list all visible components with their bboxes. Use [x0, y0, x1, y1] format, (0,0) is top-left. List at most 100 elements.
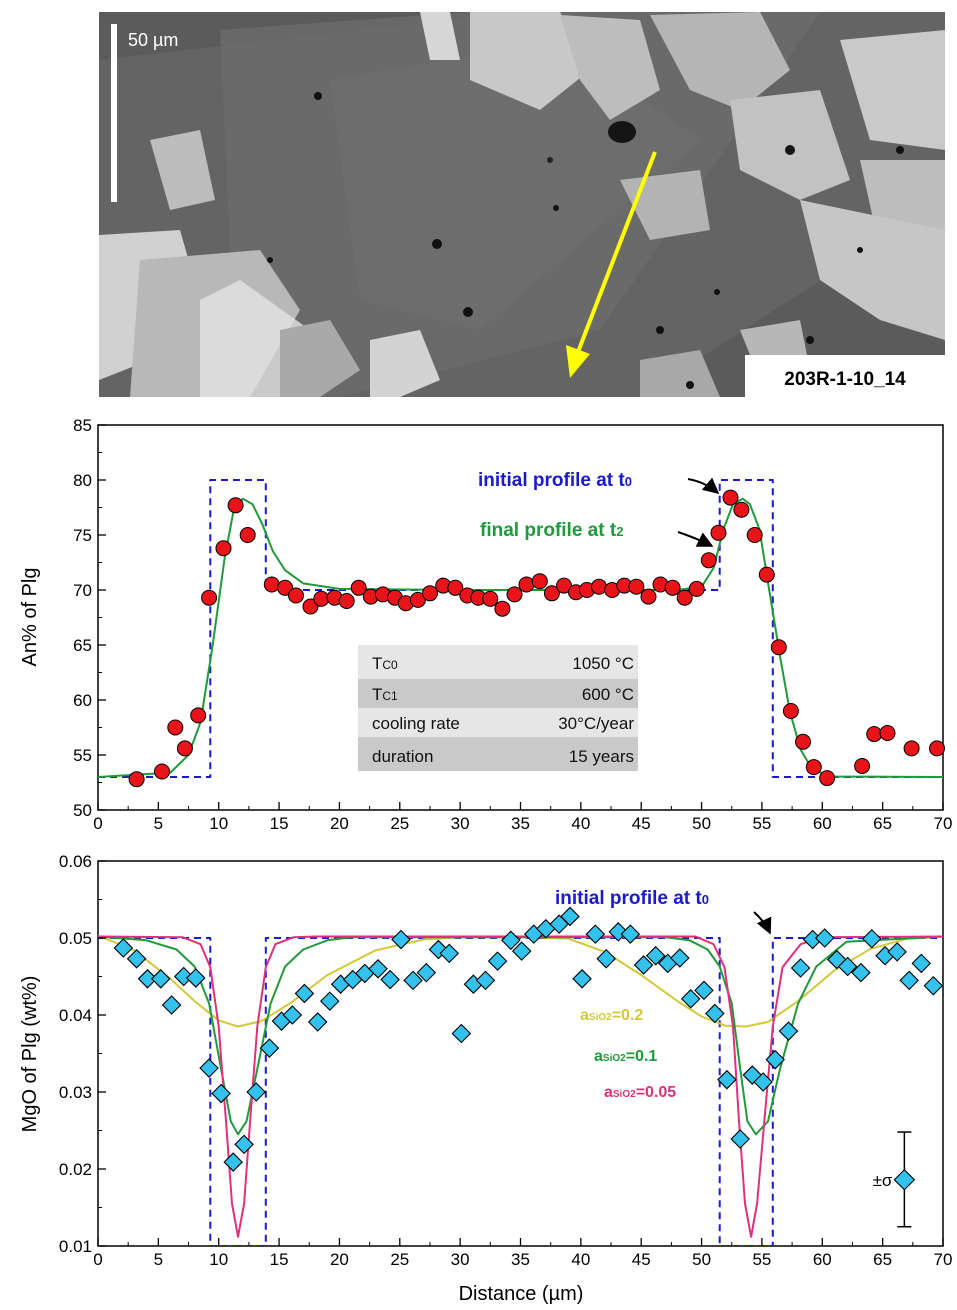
- mgo-data-point: [246, 1082, 266, 1102]
- label-asio2-0.1: aSiO2=0.1: [594, 1048, 657, 1065]
- annotation-initial-bottom: initial profile at t0: [555, 888, 709, 909]
- mgo-data-point: [439, 943, 460, 964]
- sample-label-box: [745, 355, 945, 397]
- arrow-initial-top: [687, 477, 720, 495]
- y-tick-label: 65: [73, 636, 92, 655]
- an-data-point: [591, 578, 607, 595]
- params-row-duration: [358, 737, 638, 771]
- mgo-data-point: [680, 989, 701, 1009]
- an-data-point: [710, 524, 727, 541]
- an-data-point: [543, 585, 560, 602]
- mgo-data-point: [451, 1023, 472, 1044]
- mgo-data-point: [572, 969, 592, 989]
- x-tick-label: 5: [154, 814, 163, 833]
- an-profile-chart: TC0 1050 °C TC1 600 °C cooling rate 30°C…: [19, 416, 952, 833]
- x-tick-label: 50: [692, 1250, 711, 1269]
- y-tick-label: 80: [73, 471, 92, 490]
- mgo-data-point: [790, 958, 811, 978]
- x-tick-label: 70: [934, 1250, 953, 1269]
- mgo-data-point: [487, 951, 508, 971]
- y-tick-label: 0.06: [59, 852, 92, 871]
- params-value-tc0: 1050 °C: [572, 654, 634, 673]
- x-axis-title: Distance (µm): [459, 1283, 584, 1305]
- an-data-point: [176, 740, 193, 757]
- x-tick-label: 65: [873, 814, 892, 833]
- an-data-points: [128, 489, 945, 788]
- params-label-tc1: TC1: [372, 685, 398, 704]
- x-tick-label: 10: [209, 1250, 228, 1269]
- x-tick-label: 45: [632, 1250, 651, 1269]
- mgo-data-point: [294, 983, 315, 1004]
- an-data-point: [482, 590, 499, 607]
- an-data-point: [313, 590, 330, 607]
- params-label-duration: duration: [372, 747, 433, 766]
- params-value-duration: 15 years: [569, 747, 634, 766]
- params-label-cooling: cooling rate: [372, 714, 460, 733]
- an-data-point: [128, 771, 145, 788]
- mgo-data-point: [126, 949, 147, 969]
- an-data-point: [422, 585, 438, 602]
- x-tick-label: 45: [632, 814, 651, 833]
- an-data-point: [805, 759, 822, 776]
- mgo-data-point: [851, 962, 871, 983]
- an-data-point: [903, 740, 920, 757]
- x-tick-label: 20: [330, 1250, 349, 1269]
- an-data-point: [302, 598, 319, 615]
- y-tick-label: 50: [73, 801, 92, 820]
- scale-label: 50 µm: [128, 30, 178, 50]
- mgo-data-point: [319, 991, 340, 1011]
- mgo-data-point: [475, 970, 496, 991]
- y-tick-label: 70: [73, 581, 92, 600]
- x-tick-label: 70: [934, 814, 953, 833]
- mgo-data-point: [113, 938, 134, 958]
- x-tick-label: 5: [154, 1250, 163, 1269]
- mgo-data-point: [778, 1021, 799, 1041]
- micrograph: [99, 12, 945, 397]
- mgo-data-points: [113, 906, 944, 1172]
- an-data-point: [733, 501, 750, 518]
- x-tick-label: 40: [571, 814, 590, 833]
- mgo-data-point: [137, 969, 158, 989]
- arrow-initial-bottom: [753, 911, 772, 935]
- an-data-point: [879, 725, 896, 741]
- x-tick-label: 30: [451, 1250, 470, 1269]
- an-data-point: [628, 578, 645, 595]
- mgo-data-point: [753, 1072, 773, 1092]
- params-value-cooling: 30°C/year: [558, 714, 634, 733]
- annotation-initial-top: initial profile at t0: [478, 470, 632, 491]
- x-tick-label: 15: [270, 814, 289, 833]
- an-data-point: [201, 589, 218, 606]
- mgo-data-point: [560, 906, 580, 927]
- params-table: TC0 1050 °C TC1 600 °C cooling rate 30°C…: [358, 645, 638, 771]
- mgo-x-ticks: 0 5 10 15 20 25 30 35 40 45 50 55 60 65 70: [93, 1238, 952, 1269]
- arrow-final-top: [677, 531, 714, 547]
- mgo-plot-frame: [97, 860, 944, 1247]
- x-tick-label: 30: [451, 814, 470, 833]
- x-tick-label: 25: [390, 1250, 409, 1269]
- an-data-point: [866, 726, 883, 743]
- x-tick-label: 35: [511, 814, 530, 833]
- mgo-y-ticks: 0.01 0.02 0.03 0.04 0.05 0.06: [59, 852, 106, 1256]
- x-tick-label: 40: [571, 1250, 590, 1269]
- x-tick-label: 60: [813, 1250, 832, 1269]
- an-data-point: [277, 579, 294, 596]
- mgo-data-point: [717, 1069, 737, 1090]
- y-tick-label: 0.05: [59, 929, 92, 948]
- y-tick-label: 75: [73, 526, 92, 545]
- params-row-tc0: [358, 645, 638, 679]
- an-data-point: [746, 527, 763, 543]
- x-tick-label: 60: [813, 814, 832, 833]
- x-tick-label: 15: [270, 1250, 289, 1269]
- mgo-data-point: [161, 995, 182, 1015]
- params-value-tc1: 600 °C: [582, 685, 634, 704]
- label-asio2-0.2: aSiO2=0.2: [580, 1007, 643, 1024]
- an-data-point: [338, 593, 355, 609]
- mgo-data-point: [705, 1003, 725, 1024]
- x-tick-label: 55: [752, 814, 771, 833]
- y-tick-label: 85: [73, 416, 92, 435]
- mgo-data-point: [259, 1038, 280, 1058]
- x-tick-label: 10: [209, 814, 228, 833]
- an-data-point: [506, 586, 523, 603]
- annotation-final-top: final profile at t2: [480, 520, 623, 541]
- y-tick-label: 0.01: [59, 1237, 92, 1256]
